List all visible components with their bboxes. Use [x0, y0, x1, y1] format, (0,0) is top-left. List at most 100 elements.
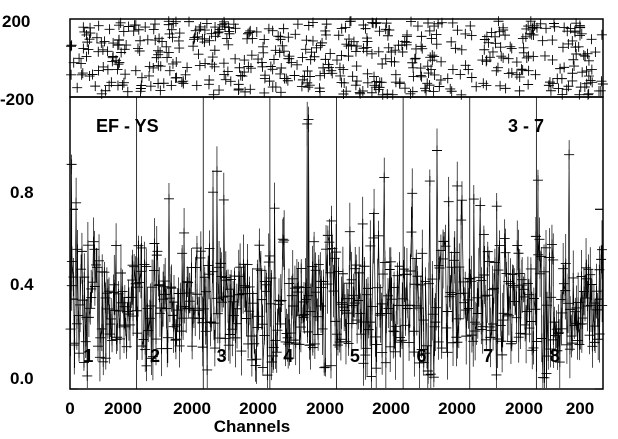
data-point: [76, 246, 87, 257]
data-point: [454, 262, 465, 273]
data-point: [163, 193, 174, 204]
data-point: [436, 343, 447, 354]
data-point: [182, 276, 193, 287]
residual-point: [326, 65, 337, 76]
segment-label: 8: [550, 346, 560, 366]
data-point: [147, 282, 158, 293]
residual-point: [230, 23, 241, 34]
residual-points: [66, 16, 608, 100]
data-point: [145, 300, 156, 311]
data-point: [494, 240, 505, 251]
residual-point: [270, 45, 281, 56]
data-point: [514, 268, 525, 279]
residual-point: [568, 54, 579, 65]
residual-point: [204, 35, 215, 46]
data-point: [105, 319, 116, 330]
data-point: [531, 336, 542, 347]
data-point: [250, 360, 261, 371]
residual-point: [102, 46, 113, 57]
data-point: [372, 282, 383, 293]
data-point: [439, 236, 450, 247]
residual-point: [136, 80, 147, 91]
residual-point: [506, 67, 517, 78]
residual-point: [397, 46, 408, 57]
data-point: [259, 330, 270, 341]
data-point: [591, 286, 602, 297]
data-point: [431, 302, 442, 313]
data-point: [344, 226, 355, 237]
residual-point: [433, 18, 444, 29]
residual-point: [233, 85, 244, 96]
data-point: [179, 227, 190, 238]
data-point: [248, 298, 259, 309]
residual-point: [336, 50, 347, 61]
residual-point: [377, 89, 388, 100]
data-point: [208, 318, 219, 329]
segment-label: 6: [416, 346, 426, 366]
residual-point: [120, 69, 131, 80]
residual-point: [244, 27, 255, 38]
residual-point: [486, 27, 497, 38]
residual-point: [93, 20, 104, 31]
data-point: [266, 356, 277, 367]
data-point: [503, 310, 514, 321]
residual-point: [471, 81, 482, 92]
data-point: [320, 362, 331, 373]
residual-point: [567, 68, 578, 79]
data-point: [508, 280, 519, 291]
residual-point: [578, 50, 589, 61]
data-point: [355, 308, 366, 319]
data-point: [556, 294, 567, 305]
residual-point: [336, 23, 347, 34]
data-point: [218, 292, 229, 303]
data-point: [211, 293, 222, 304]
residual-point: [302, 66, 313, 77]
data-point: [167, 310, 178, 321]
data-point: [597, 244, 608, 255]
residual-point: [367, 17, 378, 28]
data-point: [500, 247, 511, 258]
residual-point: [344, 34, 355, 45]
residual-point: [268, 54, 279, 65]
data-point: [125, 319, 136, 330]
data-point: [139, 259, 150, 270]
data-point: [497, 315, 508, 326]
data-point: [351, 260, 362, 271]
data-point: [313, 329, 324, 340]
residual-point: [213, 26, 224, 37]
data-point: [498, 308, 509, 319]
data-point: [496, 336, 507, 347]
data-point: [276, 295, 287, 306]
residual-point: [167, 58, 178, 69]
data-point: [346, 318, 357, 329]
residual-point: [303, 20, 314, 31]
residual-point: [245, 25, 256, 36]
data-point: [257, 319, 268, 330]
residual-point: [377, 58, 388, 69]
data-point: [322, 279, 333, 290]
data-point: [131, 305, 142, 316]
residual-point: [543, 80, 554, 91]
residual-point: [180, 69, 191, 80]
residual-point: [386, 56, 397, 67]
data-point: [367, 301, 378, 312]
data-point: [480, 291, 491, 302]
data-point: [278, 237, 289, 248]
data-point: [170, 334, 181, 345]
data-point: [513, 248, 524, 259]
data-point: [202, 364, 213, 375]
data-point: [144, 313, 155, 324]
residual-point: [506, 43, 517, 54]
residual-point: [530, 69, 541, 80]
data-point: [335, 334, 346, 345]
data-point: [517, 280, 528, 291]
data-point: [424, 176, 435, 187]
residual-point: [321, 19, 332, 30]
data-point: [597, 300, 608, 311]
residual-point: [220, 74, 231, 85]
data-point: [542, 300, 553, 311]
residual-point: [265, 61, 276, 72]
residual-point: [286, 57, 297, 68]
residual-point: [106, 77, 117, 88]
